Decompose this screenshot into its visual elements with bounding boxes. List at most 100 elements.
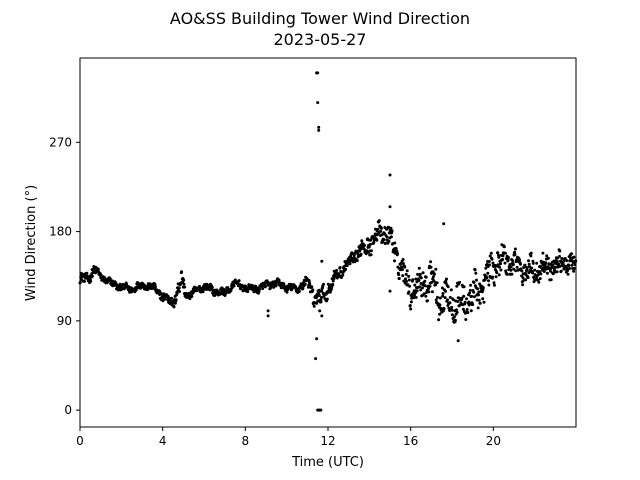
data-point xyxy=(325,297,329,301)
data-point xyxy=(441,292,445,295)
data-point xyxy=(562,259,566,263)
data-point xyxy=(510,272,514,276)
data-point xyxy=(381,240,385,244)
data-point xyxy=(372,241,376,245)
data-point xyxy=(420,286,424,290)
data-point xyxy=(317,125,321,129)
data-point xyxy=(455,310,459,314)
data-point xyxy=(368,242,372,246)
data-point xyxy=(558,254,561,258)
data-points xyxy=(78,71,578,412)
data-point xyxy=(529,254,533,258)
data-point xyxy=(442,222,446,226)
data-point xyxy=(549,269,552,273)
data-point xyxy=(266,309,270,313)
data-point xyxy=(414,277,418,281)
data-point xyxy=(466,311,470,315)
data-point xyxy=(499,262,503,266)
data-point xyxy=(180,270,184,274)
data-point xyxy=(446,298,449,302)
data-point xyxy=(429,265,433,269)
data-point xyxy=(491,275,495,279)
data-point xyxy=(498,265,501,269)
data-point xyxy=(232,284,236,288)
data-point xyxy=(332,277,336,281)
data-point xyxy=(430,280,434,284)
data-point xyxy=(363,243,366,247)
data-point xyxy=(431,275,435,279)
data-point xyxy=(565,259,569,263)
data-point xyxy=(472,281,476,284)
data-point xyxy=(465,308,469,311)
data-point xyxy=(418,285,422,289)
data-point xyxy=(329,287,333,291)
data-point xyxy=(320,314,324,318)
data-point xyxy=(316,71,320,75)
data-point xyxy=(409,300,413,304)
data-point xyxy=(405,279,408,283)
data-point xyxy=(520,269,524,273)
data-point xyxy=(468,291,472,295)
data-point xyxy=(417,279,421,282)
data-point xyxy=(382,238,386,242)
chart-subtitle: 2023-05-27 xyxy=(274,30,367,49)
data-point xyxy=(419,276,423,280)
data-point xyxy=(443,296,447,300)
data-point xyxy=(458,280,462,284)
data-point xyxy=(438,296,442,300)
data-point xyxy=(89,279,93,283)
data-point xyxy=(83,279,86,283)
data-point xyxy=(496,251,500,255)
data-point xyxy=(545,271,549,275)
data-point xyxy=(412,296,416,300)
data-point xyxy=(535,261,539,265)
data-point xyxy=(415,289,419,293)
data-point xyxy=(561,262,565,266)
data-point xyxy=(525,267,529,271)
data-point xyxy=(469,309,473,313)
data-point xyxy=(514,269,518,273)
data-point xyxy=(527,259,530,263)
data-point xyxy=(400,268,404,272)
data-point xyxy=(303,282,307,286)
data-point xyxy=(190,294,194,298)
data-point xyxy=(503,251,507,255)
data-point xyxy=(513,253,517,257)
data-point xyxy=(263,285,267,289)
data-point xyxy=(495,271,499,275)
data-point xyxy=(477,293,480,297)
data-point xyxy=(409,307,413,311)
data-point xyxy=(508,263,512,266)
data-point xyxy=(558,264,562,268)
data-point xyxy=(483,278,487,282)
data-point xyxy=(285,290,289,294)
data-point xyxy=(425,291,428,294)
data-point xyxy=(513,250,517,254)
data-point xyxy=(310,285,314,289)
data-point xyxy=(487,260,491,263)
x-tick-label: 0 xyxy=(76,434,84,448)
data-point xyxy=(427,287,431,290)
data-point xyxy=(369,253,373,257)
data-point xyxy=(359,252,363,256)
data-point xyxy=(487,279,490,283)
data-point xyxy=(509,268,513,272)
data-point xyxy=(331,283,335,286)
data-point xyxy=(472,295,476,299)
data-point xyxy=(269,286,272,290)
data-point xyxy=(551,272,555,276)
data-point xyxy=(518,258,521,262)
data-point xyxy=(545,254,549,258)
data-point xyxy=(521,283,525,287)
data-point xyxy=(400,265,404,269)
data-point xyxy=(182,278,186,282)
data-point xyxy=(335,268,339,272)
data-point xyxy=(441,309,445,313)
data-point xyxy=(96,267,100,271)
chart-title: AO&SS Building Tower Wind Direction xyxy=(170,9,470,28)
data-point xyxy=(434,298,438,302)
data-point xyxy=(320,289,324,293)
data-point xyxy=(414,295,418,299)
data-point xyxy=(462,285,466,289)
data-point xyxy=(301,287,305,290)
